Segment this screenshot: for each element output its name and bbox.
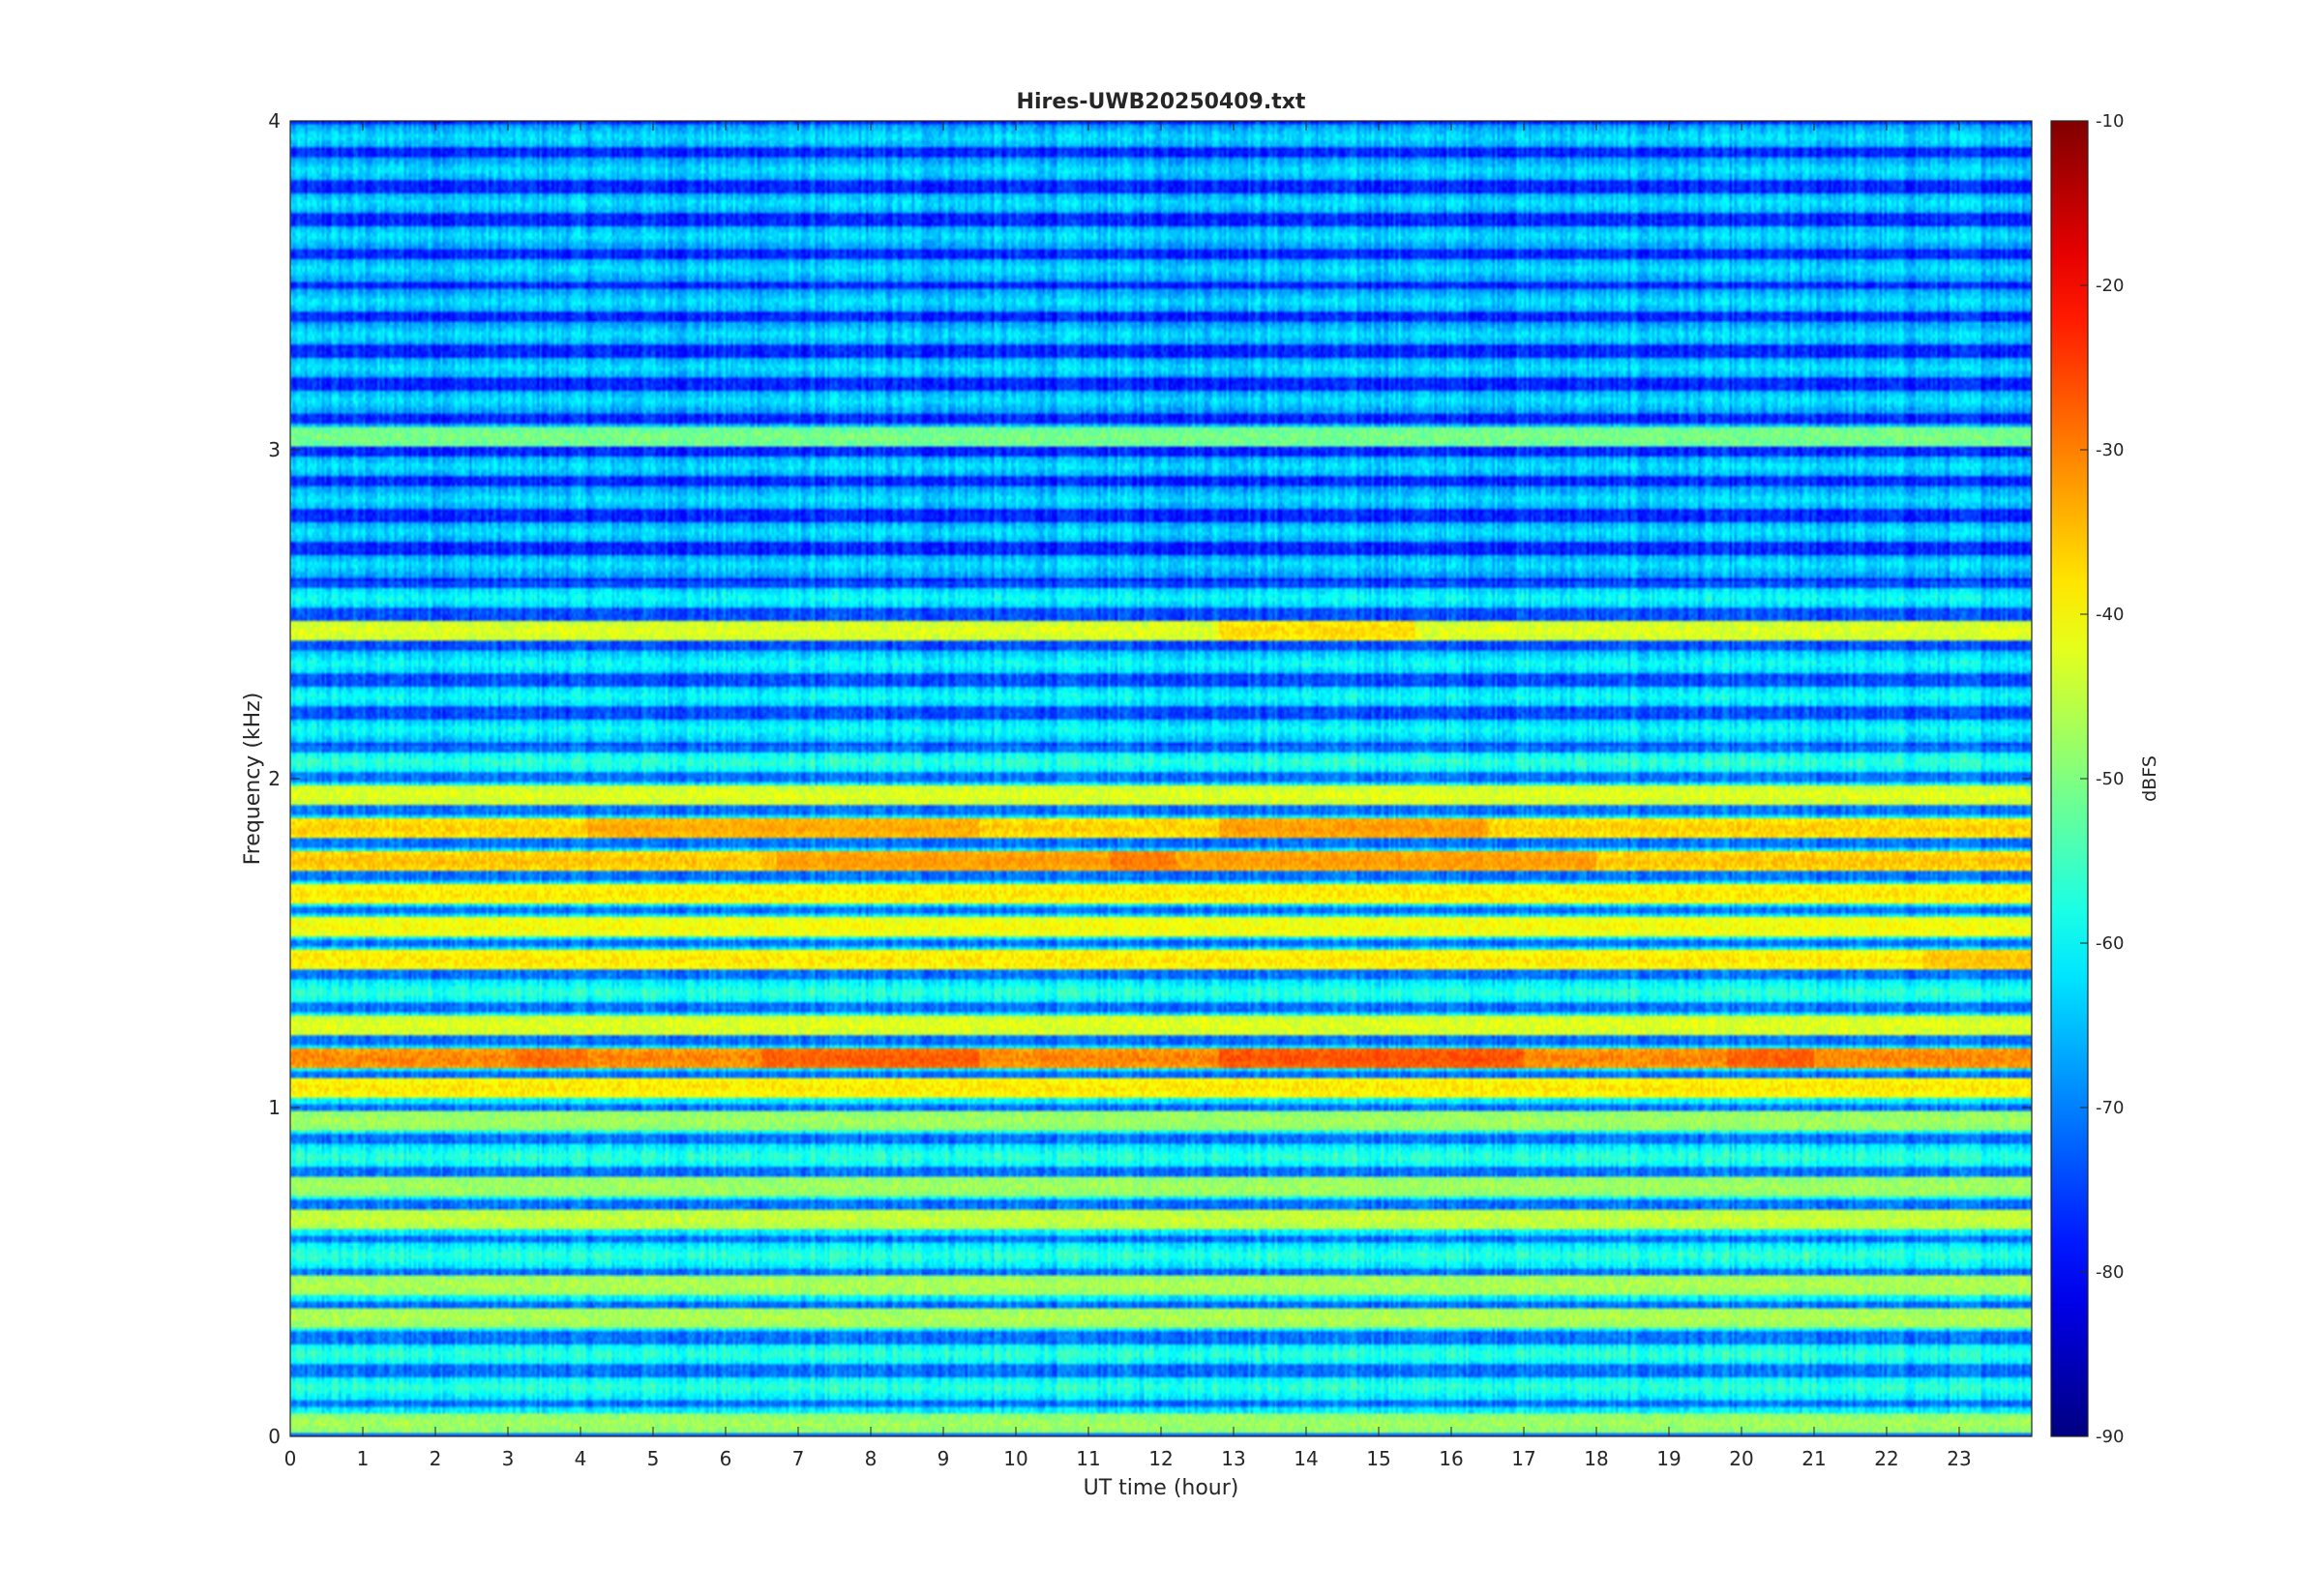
y-axis-label: Frequency (kHz)	[241, 693, 265, 866]
x-tick-label: 14	[1294, 1447, 1318, 1470]
x-tick-label: 5	[647, 1447, 660, 1470]
colorbar-tick-label: -40	[2096, 605, 2124, 625]
x-tick-label: 9	[938, 1447, 950, 1470]
y-tick-label: 3	[268, 438, 281, 461]
x-tick-label: 22	[1874, 1447, 1898, 1470]
y-tick-label: 1	[268, 1096, 281, 1119]
x-tick-label: 4	[575, 1447, 587, 1470]
colorbar-tick-label: -10	[2096, 111, 2124, 132]
x-tick-label: 0	[284, 1447, 297, 1470]
x-tick-label: 20	[1729, 1447, 1753, 1470]
colorbar-tick-label: -20	[2096, 276, 2124, 296]
y-tick-label: 4	[268, 109, 281, 133]
x-tick-label: 6	[720, 1447, 732, 1470]
x-tick-label: 1	[357, 1447, 370, 1470]
colorbar-tick-label: -30	[2096, 440, 2124, 460]
x-tick-label: 2	[430, 1447, 442, 1470]
x-axis: 0 1 2 3 4 5 6 7 8 9 10 11 12 13 14 15 16 17 18 19 20 21 22 23	[284, 121, 1972, 1470]
colorbar-tick-label: -70	[2096, 1098, 2124, 1118]
y-tick-label: 2	[268, 767, 281, 790]
x-tick-label: 17	[1511, 1447, 1535, 1470]
x-tick-label: 13	[1221, 1447, 1245, 1470]
colorbar-tick-label: -50	[2096, 769, 2124, 789]
x-tick-label: 16	[1439, 1447, 1463, 1470]
x-tick-label: 18	[1584, 1447, 1608, 1470]
x-tick-label: 7	[792, 1447, 805, 1470]
x-tick-label: 15	[1366, 1447, 1390, 1470]
x-tick-label: 10	[1003, 1447, 1027, 1470]
x-axis-label: UT time (hour)	[1084, 1476, 1239, 1500]
y-tick-label: 0	[268, 1425, 281, 1448]
colorbar-tick-label: -90	[2096, 1427, 2124, 1447]
x-tick-label: 11	[1076, 1447, 1100, 1470]
x-tick-label: 23	[1947, 1447, 1971, 1470]
y-axis: 0 1 2 3 4	[268, 109, 2032, 1448]
spectrogram-image	[290, 121, 2032, 1436]
colorbar-tick-label: -60	[2096, 933, 2124, 954]
colorbar-tick-label: -80	[2096, 1262, 2124, 1283]
chart-title: Hires-UWB20250409.txt	[1017, 90, 1306, 114]
colorbar: -90 -80 -70 -60 -50 -40 -30 -20 -10 dBFS	[2050, 111, 2160, 1447]
x-tick-label: 21	[1801, 1447, 1826, 1470]
x-tick-label: 12	[1148, 1447, 1173, 1470]
x-tick-label: 19	[1656, 1447, 1681, 1470]
colorbar-ticks: -90 -80 -70 -60 -50 -40 -30 -20 -10	[2080, 111, 2124, 1447]
x-tick-label: 3	[502, 1447, 515, 1470]
x-tick-label: 8	[865, 1447, 878, 1470]
colorbar-label: dBFS	[2139, 755, 2160, 802]
